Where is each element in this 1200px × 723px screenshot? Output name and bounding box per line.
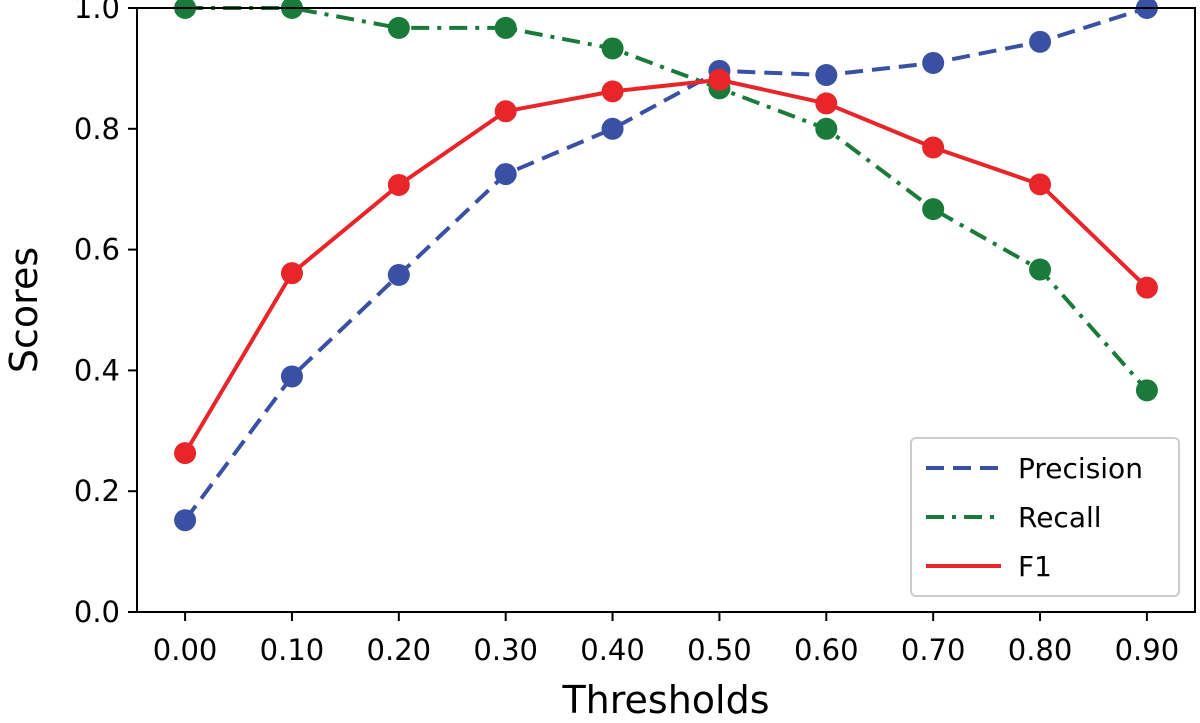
data-point-f1	[280, 262, 303, 285]
data-point-f1	[1135, 276, 1158, 299]
legend-label-f1: F1	[1018, 550, 1052, 583]
legend-label-precision: Precision	[1018, 452, 1143, 485]
data-point-precision	[174, 509, 197, 532]
series-f1	[174, 68, 1158, 465]
series-recall	[174, 0, 1158, 402]
data-point-recall	[1029, 258, 1052, 281]
data-point-recall	[174, 0, 197, 19]
data-point-precision	[601, 117, 624, 140]
data-point-recall	[815, 117, 838, 140]
data-point-f1	[708, 68, 731, 91]
x-tick-label: 0.30	[473, 633, 538, 667]
data-point-f1	[387, 173, 410, 196]
y-tick-label: 0.6	[74, 233, 120, 267]
data-point-recall	[922, 198, 945, 221]
data-point-recall	[601, 37, 624, 60]
x-tick-label: 0.70	[901, 633, 966, 667]
series-line-precision	[183, 6, 1148, 522]
legend-label-recall: Recall	[1018, 501, 1102, 534]
x-tick-label: 0.10	[260, 633, 325, 667]
data-point-recall	[494, 16, 517, 39]
data-point-precision	[815, 64, 838, 87]
data-point-f1	[494, 100, 517, 123]
series-line-recall	[185, 6, 1149, 392]
y-tick-label: 0.4	[74, 353, 120, 387]
data-point-precision	[387, 263, 410, 286]
x-tick-label: 0.80	[1008, 633, 1073, 667]
y-tick-label: 1.0	[74, 0, 120, 25]
y-tick-label: 0.8	[74, 112, 120, 146]
series-layer	[174, 0, 1158, 532]
data-point-recall	[1135, 379, 1158, 402]
ticks-layer: 0.00 0.10 0.20 0.30 0.40 0.50 0.60 0.70 0.80 0.90…	[74, 0, 1179, 667]
legend: Precision Recall F1	[910, 437, 1180, 597]
y-tick-label: 0.2	[74, 474, 120, 508]
plot-frame	[136, 7, 1196, 613]
data-point-recall	[387, 16, 410, 39]
series-line-f1	[183, 77, 1149, 455]
data-point-precision	[1135, 0, 1158, 19]
data-point-precision	[922, 51, 945, 74]
x-axis-title: Thresholds	[561, 678, 769, 722]
legend-box	[910, 437, 1180, 597]
data-point-f1	[815, 92, 838, 115]
y-axis-title: Scores	[2, 247, 46, 373]
x-tick-label: 0.20	[367, 633, 432, 667]
data-point-precision	[280, 365, 303, 388]
x-tick-label: 0.00	[153, 633, 218, 667]
y-tick-label: 0.0	[74, 595, 120, 629]
x-tick-label: 0.50	[687, 633, 752, 667]
data-point-precision	[494, 163, 517, 186]
x-tick-label: 0.60	[794, 633, 859, 667]
data-point-f1	[1029, 173, 1052, 196]
data-point-f1	[922, 136, 945, 159]
x-tick-label: 0.90	[1115, 633, 1180, 667]
data-point-f1	[174, 442, 197, 465]
data-point-precision	[1029, 30, 1052, 53]
data-point-recall	[280, 0, 303, 19]
data-point-f1	[601, 80, 624, 103]
x-tick-label: 0.40	[580, 633, 645, 667]
